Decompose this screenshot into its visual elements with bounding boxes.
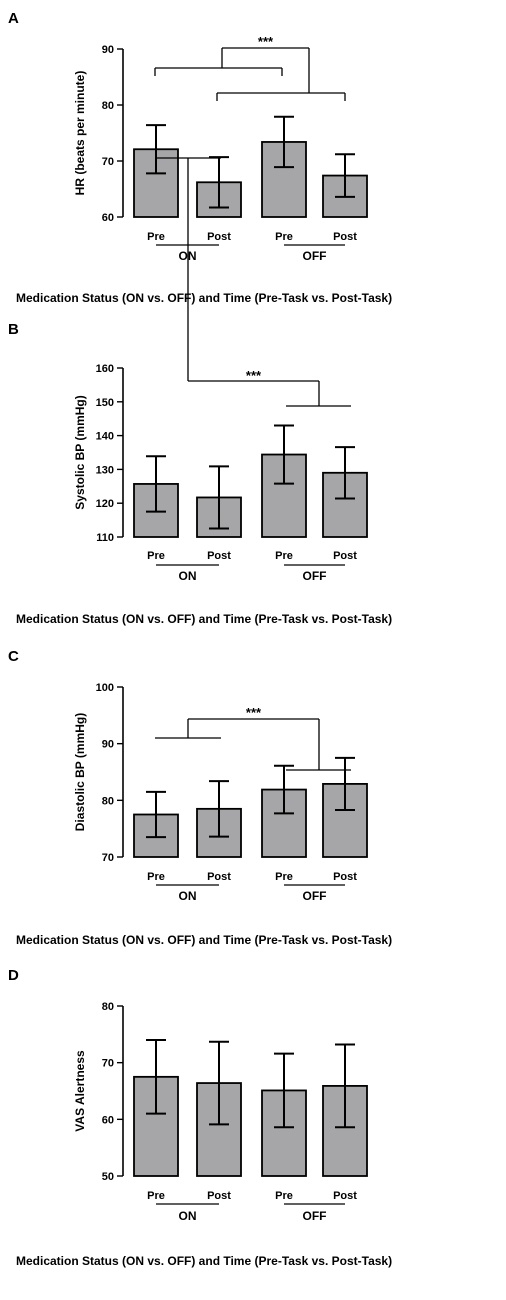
x-tick-label: Post [333, 550, 357, 562]
y-tick-label: 100 [96, 682, 114, 694]
panel-letter: D [8, 967, 19, 984]
x-tick-label: Post [207, 550, 231, 562]
y-tick-label: 80 [102, 100, 114, 112]
group-label: OFF [303, 249, 327, 263]
x-tick-label: Pre [147, 550, 165, 562]
y-tick-label: 50 [102, 1171, 114, 1183]
y-tick-label: 160 [96, 363, 114, 375]
y-tick-label: 70 [102, 156, 114, 168]
y-tick-label: 70 [102, 852, 114, 864]
group-label: ON [179, 569, 197, 583]
significance-stars: *** [258, 34, 274, 49]
panel-letter: B [8, 321, 19, 338]
x-tick-label: Post [207, 871, 231, 883]
panel-letter: C [8, 648, 19, 665]
group-label: OFF [303, 889, 327, 903]
x-axis-label: Medication Status (ON vs. OFF) and Time … [16, 933, 392, 947]
y-tick-label: 110 [96, 532, 114, 544]
x-tick-label: Post [333, 1190, 357, 1202]
x-tick-label: Post [333, 231, 357, 243]
x-tick-label: Post [333, 871, 357, 883]
panel-letter: A [8, 10, 19, 27]
y-tick-label: 130 [96, 464, 114, 476]
significance-stars: *** [246, 368, 262, 383]
y-tick-label: 90 [102, 739, 114, 751]
y-tick-label: 140 [96, 431, 114, 443]
y-tick-label: 80 [102, 1001, 114, 1013]
x-tick-label: Pre [147, 1190, 165, 1202]
bar [261, 788, 307, 858]
x-axis-label: Medication Status (ON vs. OFF) and Time … [16, 291, 392, 305]
group-label: OFF [303, 1209, 327, 1223]
y-tick-label: 70 [102, 1058, 114, 1070]
y-axis-label: HR (beats per minute) [73, 71, 87, 196]
y-tick-label: 80 [102, 795, 114, 807]
x-tick-label: Pre [275, 871, 293, 883]
y-tick-label: 90 [102, 44, 114, 56]
group-label: ON [179, 1209, 197, 1223]
y-tick-label: 120 [96, 498, 114, 510]
x-tick-label: Pre [275, 550, 293, 562]
x-axis-label: Medication Status (ON vs. OFF) and Time … [16, 612, 392, 626]
y-tick-label: 60 [102, 1114, 114, 1126]
x-tick-label: Post [207, 231, 231, 243]
x-axis-label: Medication Status (ON vs. OFF) and Time … [16, 1254, 392, 1268]
x-tick-label: Pre [275, 231, 293, 243]
x-tick-label: Post [207, 1190, 231, 1202]
group-label: ON [179, 889, 197, 903]
significance-stars: *** [246, 705, 262, 720]
y-axis-label: Systolic BP (mmHg) [73, 395, 87, 509]
y-tick-label: 150 [96, 397, 114, 409]
y-tick-label: 60 [102, 212, 114, 224]
y-axis-label: VAS Alertness [73, 1050, 87, 1132]
x-tick-label: Pre [147, 231, 165, 243]
x-tick-label: Pre [275, 1190, 293, 1202]
y-axis-label: Diastolic BP (mmHg) [73, 713, 87, 831]
x-tick-label: Pre [147, 871, 165, 883]
group-label: OFF [303, 569, 327, 583]
